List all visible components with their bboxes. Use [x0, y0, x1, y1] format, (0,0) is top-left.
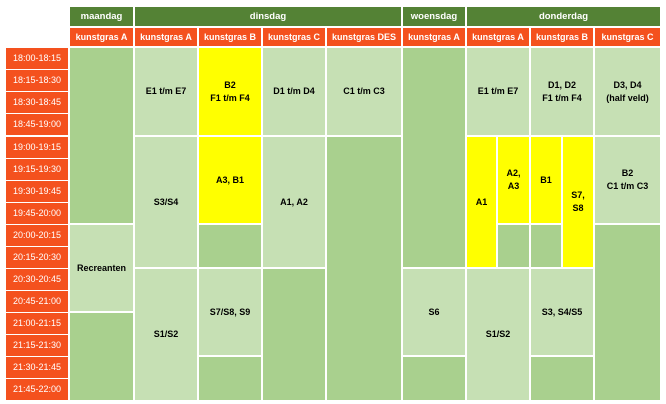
- field-header-do-a: kunstgras A: [467, 28, 529, 46]
- di-b-block-1: B2 F1 t/m F4: [199, 48, 261, 135]
- do-b-b1-block: B1: [531, 137, 561, 223]
- di-c-block-2: A1, A2: [263, 137, 325, 267]
- do-b-block-3: S3, S4/S5: [531, 269, 593, 355]
- di-b-block-3: S7/S8, S9: [199, 269, 261, 355]
- time-slot: 21:45-22:00: [6, 379, 68, 400]
- do-a-block-1: E1 t/m E7: [467, 48, 529, 135]
- field-header-di-a: kunstgras A: [135, 28, 197, 46]
- ma-a-recreanten-block: Recreanten: [70, 225, 133, 311]
- time-slot: 18:45-19:00: [6, 114, 68, 135]
- do-c-block-2: B2 C1 t/m C3: [595, 137, 660, 223]
- wo-a-s6-block: S6: [403, 269, 465, 355]
- time-slot: 21:30-21:45: [6, 357, 68, 378]
- time-slot: 19:30-19:45: [6, 181, 68, 202]
- di-a-block-3: S1/S2: [135, 269, 197, 400]
- time-slot: 18:15-18:30: [6, 70, 68, 91]
- time-slot: 18:00-18:15: [6, 48, 68, 69]
- do-a-block-3: S1/S2: [467, 269, 529, 400]
- wo-a-unused-2: [403, 357, 465, 400]
- field-header-wo-a: kunstgras A: [403, 28, 465, 46]
- ma-a-unused-2: [70, 313, 133, 400]
- day-header-woensdag: woensdag: [403, 7, 465, 26]
- field-header-do-c: kunstgras C: [595, 28, 660, 46]
- di-c-block-1: D1 t/m D4: [263, 48, 325, 135]
- day-header-dinsdag: dinsdag: [135, 7, 401, 26]
- time-slot: 18:30-18:45: [6, 92, 68, 113]
- field-header-ma-a: kunstgras A: [70, 28, 133, 46]
- do-b-unused-1: [531, 225, 561, 267]
- time-slot: 20:15-20:30: [6, 247, 68, 268]
- time-slot: 20:30-20:45: [6, 269, 68, 290]
- field-header-di-b: kunstgras B: [199, 28, 261, 46]
- do-c-unused: [595, 225, 660, 400]
- time-slot: 20:45-21:00: [6, 291, 68, 312]
- di-a-block-1: E1 t/m E7: [135, 48, 197, 135]
- ma-a-unused-1: [70, 48, 133, 223]
- time-slot: 20:00-20:15: [6, 225, 68, 246]
- do-b-s7s8-block: S7, S8: [563, 137, 593, 267]
- field-header-di-c: kunstgras C: [263, 28, 325, 46]
- field-header-di-des: kunstgras DES: [327, 28, 401, 46]
- di-b-block-2: A3, B1: [199, 137, 261, 223]
- day-header-donderdag: donderdag: [467, 7, 660, 26]
- time-slot: 19:45-20:00: [6, 203, 68, 224]
- do-a-a1-block: A1: [467, 137, 496, 267]
- do-a-a2a3-block: A2, A3: [498, 137, 529, 223]
- di-b-unused-2: [199, 357, 261, 400]
- time-slot: 19:00-19:15: [6, 137, 68, 158]
- time-slot: 21:15-21:30: [6, 335, 68, 356]
- day-header-maandag: maandag: [70, 7, 133, 26]
- time-slot: 19:15-19:30: [6, 159, 68, 180]
- do-c-block-1: D3, D4 (half veld): [595, 48, 660, 135]
- di-des-block-1: C1 t/m C3: [327, 48, 401, 135]
- do-a-unused: [498, 225, 529, 267]
- di-b-unused-1: [199, 225, 261, 267]
- wo-a-unused-1: [403, 48, 465, 267]
- field-header-do-b: kunstgras B: [531, 28, 593, 46]
- di-a-block-2: S3/S4: [135, 137, 197, 267]
- di-des-unused: [327, 137, 401, 400]
- di-c-unused: [263, 269, 325, 400]
- do-b-unused-2: [531, 357, 593, 400]
- do-b-block-1: D1, D2 F1 t/m F4: [531, 48, 593, 135]
- time-slot: 21:00-21:15: [6, 313, 68, 334]
